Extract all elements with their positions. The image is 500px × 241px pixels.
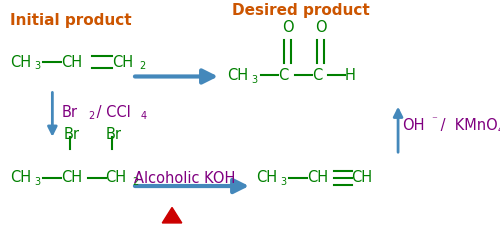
Text: CH: CH xyxy=(61,55,82,70)
Text: O: O xyxy=(315,20,327,35)
Text: O: O xyxy=(282,20,294,35)
Text: H: H xyxy=(345,68,356,83)
Text: C: C xyxy=(312,68,322,83)
Text: CH: CH xyxy=(106,170,126,185)
Text: 3: 3 xyxy=(280,177,286,187)
Text: Desired product: Desired product xyxy=(232,3,370,19)
Text: OH: OH xyxy=(402,118,425,133)
Text: 4: 4 xyxy=(498,125,500,134)
Text: 2: 2 xyxy=(132,177,138,187)
Text: CH: CH xyxy=(352,170,372,185)
Text: Alcoholic KOH: Alcoholic KOH xyxy=(134,171,235,186)
Text: CH: CH xyxy=(228,68,248,83)
Text: Br: Br xyxy=(64,127,80,142)
Text: 3: 3 xyxy=(252,74,258,85)
Text: CH: CH xyxy=(10,55,31,70)
Text: ⁻: ⁻ xyxy=(432,115,437,126)
Text: CH: CH xyxy=(10,170,31,185)
Text: / CCl: / CCl xyxy=(92,105,131,120)
Text: 2: 2 xyxy=(88,112,94,121)
Text: CH: CH xyxy=(307,170,328,185)
Text: C: C xyxy=(278,68,288,83)
Text: CH: CH xyxy=(112,55,134,70)
Text: Initial product: Initial product xyxy=(10,13,132,28)
Polygon shape xyxy=(162,208,182,223)
Text: 2: 2 xyxy=(139,61,145,72)
Text: 4: 4 xyxy=(141,112,147,121)
Text: CH: CH xyxy=(61,170,82,185)
Text: Br: Br xyxy=(106,127,122,142)
Text: CH: CH xyxy=(256,170,278,185)
Text: /  KMnO: / KMnO xyxy=(436,118,498,133)
Text: Br: Br xyxy=(61,105,77,120)
Text: 3: 3 xyxy=(34,177,41,187)
Text: 3: 3 xyxy=(34,61,41,72)
